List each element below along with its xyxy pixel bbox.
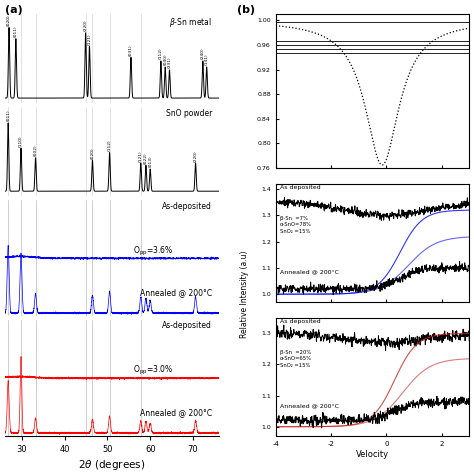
Text: (b): (b) — [237, 5, 255, 15]
Text: (141): (141) — [205, 54, 209, 65]
X-axis label: Velocity: Velocity — [356, 450, 389, 459]
Text: (240): (240) — [201, 48, 205, 59]
Text: O$_{\rm pp}$=3.0%: O$_{\rm pp}$=3.0% — [133, 365, 173, 377]
Text: (a): (a) — [5, 5, 22, 15]
Text: β-Sn  =20%
α-SnO=65%
SnO₂ =15%: β-Sn =20% α-SnO=65% SnO₂ =15% — [280, 350, 311, 368]
Text: Annealed @ 200°C: Annealed @ 200°C — [280, 269, 338, 274]
Text: (031): (031) — [129, 44, 133, 56]
Text: (011): (011) — [6, 110, 10, 121]
Text: Annealed @ 200°C: Annealed @ 200°C — [140, 408, 212, 417]
Text: (112): (112) — [108, 139, 111, 151]
Text: (013): (013) — [148, 156, 152, 167]
Text: (231): (231) — [167, 57, 172, 68]
Text: (040): (040) — [163, 54, 167, 65]
Text: (121): (121) — [88, 33, 91, 45]
Text: As deposited: As deposited — [280, 319, 320, 324]
Text: (121): (121) — [139, 150, 143, 162]
Text: Relative Intensity (a.u): Relative Intensity (a.u) — [240, 250, 248, 337]
Text: Annealed @ 200°C: Annealed @ 200°C — [140, 289, 212, 298]
Text: (020): (020) — [91, 147, 94, 158]
X-axis label: 2$\theta$ (degrees): 2$\theta$ (degrees) — [78, 458, 146, 472]
Text: (112): (112) — [159, 48, 163, 59]
Text: (220): (220) — [193, 150, 198, 162]
Text: (011): (011) — [14, 26, 18, 37]
Text: SnO powder: SnO powder — [166, 109, 212, 118]
Text: (110): (110) — [19, 135, 23, 146]
Text: As-deposited: As-deposited — [163, 201, 212, 210]
Text: Annealed @ 200°C: Annealed @ 200°C — [280, 403, 338, 408]
Text: (022): (022) — [144, 152, 148, 164]
Text: β-Sn  =7%
α-SnO=78%
SnO₂ =15%: β-Sn =7% α-SnO=78% SnO₂ =15% — [280, 216, 311, 234]
Text: O$_{\rm pp}$=3.6%: O$_{\rm pp}$=3.6% — [133, 245, 173, 257]
Text: (220): (220) — [83, 19, 88, 31]
Text: As-deposited: As-deposited — [163, 321, 212, 330]
Text: $\beta$-Sn metal: $\beta$-Sn metal — [169, 16, 212, 29]
Text: (002): (002) — [34, 145, 37, 156]
Text: As deposited: As deposited — [280, 185, 320, 190]
Text: (020): (020) — [7, 15, 11, 26]
